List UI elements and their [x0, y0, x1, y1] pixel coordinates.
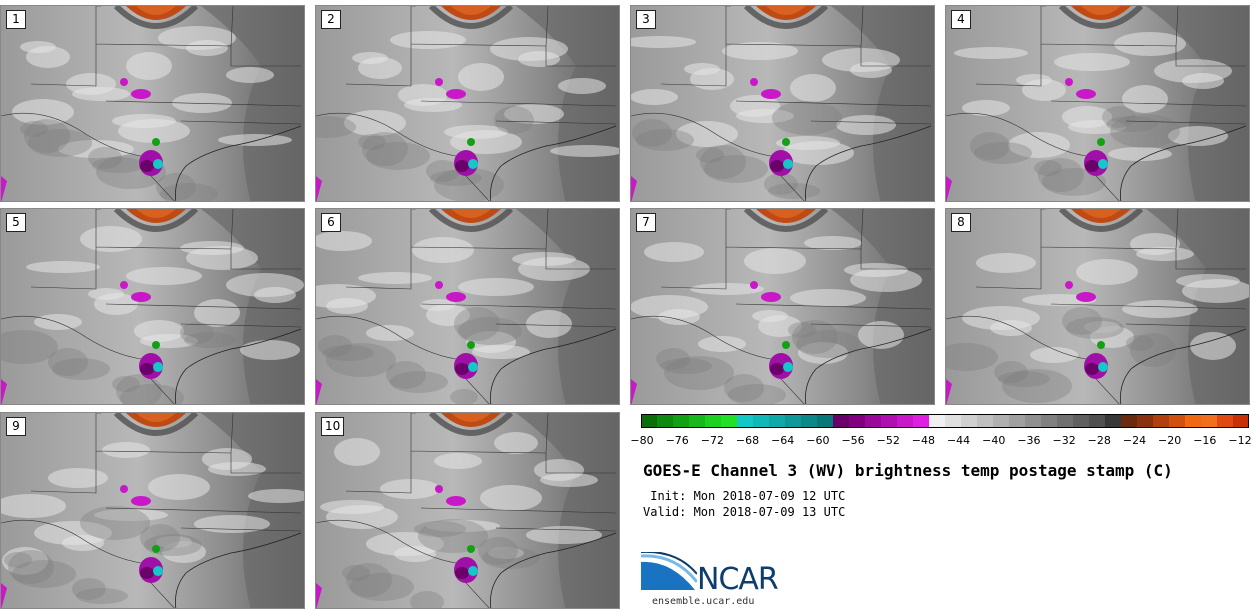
panel-number-label: 10 — [321, 417, 345, 436]
colorbar-segment — [641, 414, 658, 428]
colorbar-segment — [1089, 414, 1106, 428]
map-panel-5: 5 — [0, 208, 305, 405]
colorbar-segment — [801, 414, 818, 428]
colorbar-tick-label: −40 — [982, 434, 1006, 447]
map-panel-8: 8 — [945, 208, 1250, 405]
panel-number-label: 8 — [951, 213, 971, 232]
colorbar-segment — [737, 414, 754, 428]
colorbar-segment — [1009, 414, 1026, 428]
colorbar-segment — [673, 414, 690, 428]
colorbar-tick-label: −72 — [700, 434, 724, 447]
colorbar-segment — [1233, 414, 1249, 428]
colorbar-segment — [721, 414, 738, 428]
map-panel-3: 3 — [630, 5, 935, 202]
map-panel-4: 4 — [945, 5, 1250, 202]
colorbar-segment — [1153, 414, 1170, 428]
colorbar-segment — [865, 414, 882, 428]
panel-number-label: 1 — [6, 10, 26, 29]
panel-number-label: 5 — [6, 213, 26, 232]
colorbar-segment — [753, 414, 770, 428]
colorbar-segment — [913, 414, 930, 428]
colorbar-segment — [849, 414, 866, 428]
colorbar-segment — [1041, 414, 1058, 428]
colorbar-segment — [945, 414, 962, 428]
map-panel-9: 9 — [0, 412, 305, 609]
map-panel-2: 2 — [315, 5, 620, 202]
colorbar-tick-label: −60 — [806, 434, 830, 447]
colorbar-segment — [1169, 414, 1186, 428]
colorbar-border — [641, 414, 1249, 428]
colorbar-segment — [1217, 414, 1234, 428]
map-panel-1: 1 — [0, 5, 305, 202]
map-panel-10: 10 — [315, 412, 620, 609]
colorbar-segment — [1137, 414, 1154, 428]
colorbar-segment — [785, 414, 802, 428]
colorbar-segment — [897, 414, 914, 428]
colorbar-segment — [833, 414, 850, 428]
colorbar-segment — [705, 414, 722, 428]
figure-title: GOES-E Channel 3 (WV) brightness temp po… — [643, 461, 1173, 480]
panel-number-label: 2 — [321, 10, 341, 29]
ncar-url: ensemble.ucar.edu — [652, 596, 755, 607]
colorbar-segment — [1105, 414, 1122, 428]
valid-time: Valid: Mon 2018-07-09 13 UTC — [643, 505, 846, 519]
colorbar-tick-label: −44 — [946, 434, 971, 447]
panel-number-label: 7 — [636, 213, 656, 232]
colorbar-segment — [977, 414, 994, 428]
colorbar-segment — [1025, 414, 1042, 428]
colorbar-segment — [817, 414, 834, 428]
init-time: Init: Mon 2018-07-09 12 UTC — [643, 489, 846, 503]
colorbar-tick-label: −32 — [1052, 434, 1076, 447]
panel-number-label: 6 — [321, 213, 341, 232]
colorbar-segment — [1121, 414, 1138, 428]
ncar-logo-icon — [641, 552, 697, 590]
colorbar-tick-label: −80 — [630, 434, 654, 447]
colorbar — [641, 414, 1249, 428]
colorbar-segment — [657, 414, 674, 428]
panel-number-label: 4 — [951, 10, 971, 29]
colorbar-tick-label: −48 — [911, 434, 936, 447]
panel-number-label: 9 — [6, 417, 26, 436]
colorbar-tick-label: −68 — [735, 434, 760, 447]
colorbar-segment — [993, 414, 1010, 428]
colorbar-tick-label: −16 — [1193, 434, 1217, 447]
colorbar-segment — [1073, 414, 1090, 428]
colorbar-segment — [1185, 414, 1202, 428]
colorbar-tick-label: −12 — [1228, 434, 1252, 447]
panel-number-label: 3 — [636, 10, 656, 29]
colorbar-tick-label: −64 — [771, 434, 795, 447]
colorbar-tick-label: −20 — [1158, 434, 1182, 447]
colorbar-segment — [689, 414, 706, 428]
colorbar-segment — [1201, 414, 1218, 428]
colorbar-tick-label: −56 — [841, 434, 865, 447]
map-panel-7: 7 — [630, 208, 935, 405]
colorbar-segment — [961, 414, 978, 428]
colorbar-tick-label: −24 — [1122, 434, 1147, 447]
map-panel-6: 6 — [315, 208, 620, 405]
colorbar-tick-label: −52 — [876, 434, 900, 447]
colorbar-tick-label: −36 — [1017, 434, 1041, 447]
colorbar-segment — [1057, 414, 1074, 428]
colorbar-segment — [929, 414, 946, 428]
colorbar-segment — [881, 414, 898, 428]
colorbar-tick-label: −28 — [1087, 434, 1111, 447]
colorbar-segment — [769, 414, 786, 428]
colorbar-tick-label: −76 — [665, 434, 689, 447]
ncar-logo-text: NCAR — [697, 562, 779, 597]
